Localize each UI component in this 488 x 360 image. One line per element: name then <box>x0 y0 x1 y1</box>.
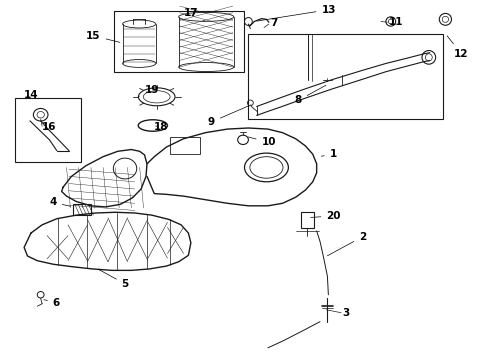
Text: 7: 7 <box>269 18 277 28</box>
Bar <box>248 34 443 119</box>
Text: 18: 18 <box>153 122 167 132</box>
Text: 15: 15 <box>86 31 120 42</box>
Text: 14: 14 <box>24 90 39 100</box>
Bar <box>170 137 199 154</box>
Bar <box>73 204 91 215</box>
Text: 9: 9 <box>207 106 248 127</box>
Text: 10: 10 <box>247 137 276 147</box>
Text: 6: 6 <box>44 298 60 308</box>
Text: 3: 3 <box>341 308 348 318</box>
Bar <box>300 212 314 228</box>
Text: 5: 5 <box>98 269 129 289</box>
Text: 12: 12 <box>446 36 468 59</box>
Text: 20: 20 <box>310 211 340 221</box>
Text: 1: 1 <box>321 149 336 159</box>
Text: 8: 8 <box>294 85 325 105</box>
Text: 11: 11 <box>387 17 402 27</box>
Text: 2: 2 <box>327 232 366 256</box>
Text: 17: 17 <box>183 8 204 22</box>
Bar <box>114 12 244 72</box>
Text: 4: 4 <box>49 197 70 207</box>
Text: 19: 19 <box>138 85 159 97</box>
Text: 13: 13 <box>257 5 335 21</box>
Text: 16: 16 <box>42 122 57 132</box>
Bar <box>15 98 81 162</box>
